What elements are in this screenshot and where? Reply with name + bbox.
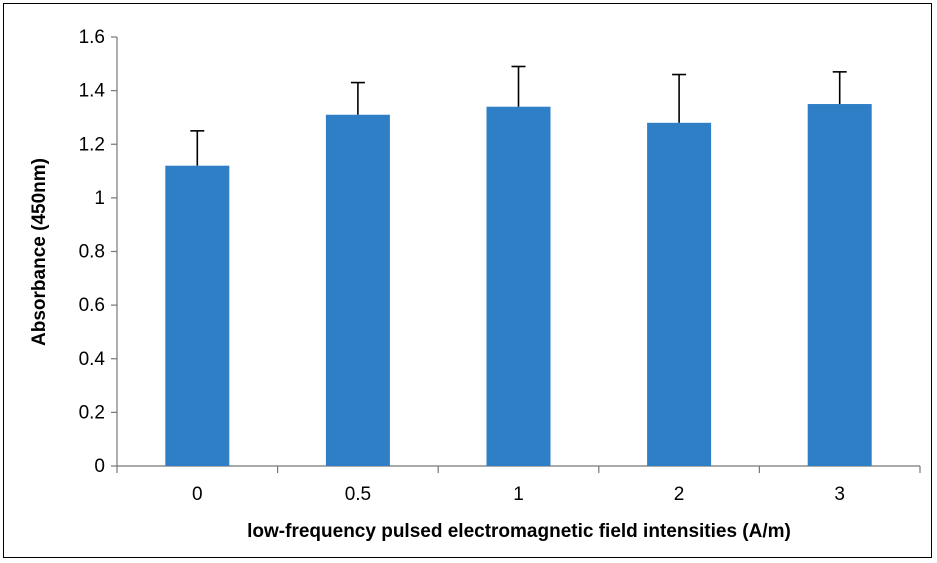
y-tick-label: 1.2	[79, 134, 105, 155]
y-axis: 0 0.2 0.4 0.6 0.8 1 1.2 1.4 1.6	[79, 27, 118, 477]
y-tick-label: 1	[94, 188, 105, 209]
x-tick-label: 0	[192, 484, 203, 505]
x-axis-title: low-frequency pulsed electromagnetic fie…	[247, 521, 791, 542]
bars	[165, 104, 872, 467]
x-tick-label: 1	[513, 484, 524, 505]
x-tick-label: 3	[834, 484, 845, 505]
x-axis: 0 0.5 1 2 3	[116, 465, 921, 505]
y-tick-label: 1.4	[79, 81, 106, 102]
bar-0.5	[325, 114, 390, 466]
bar-3	[807, 104, 872, 466]
y-tick-label: 0.4	[79, 349, 106, 370]
bar-2	[647, 122, 712, 467]
y-tick-label: 0.8	[79, 242, 105, 263]
bar-1	[486, 106, 551, 467]
y-axis-title: Absorbance (450nm)	[29, 158, 50, 346]
y-tick-label: 0.2	[79, 402, 105, 423]
y-tick-label: 0.6	[79, 295, 105, 316]
x-tick-label: 0.5	[345, 484, 371, 505]
y-tick-label: 0	[94, 456, 105, 477]
x-tick-label: 2	[674, 484, 685, 505]
bar-0	[165, 165, 230, 466]
y-tick-label: 1.6	[79, 27, 105, 48]
error-bars	[190, 65, 847, 166]
